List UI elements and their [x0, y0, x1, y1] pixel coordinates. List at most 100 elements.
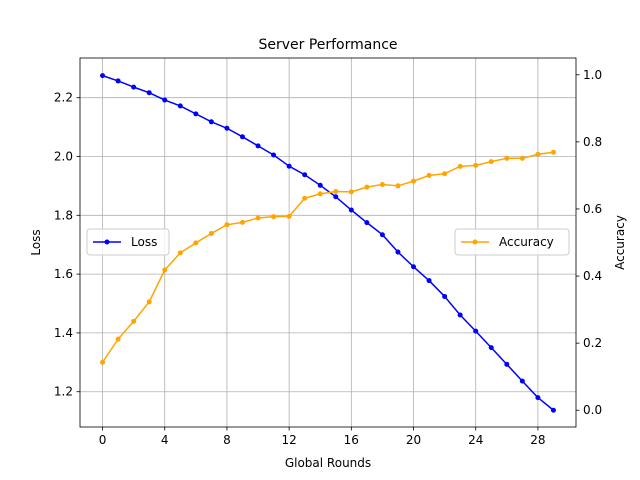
left-y-tick-label: 1.6: [54, 267, 73, 281]
left-y-tick-label: 1.2: [54, 385, 73, 399]
loss-data-point: [411, 264, 417, 270]
legend-accuracy-marker: [472, 239, 478, 245]
accuracy-data-point: [193, 240, 199, 246]
loss-data-point: [379, 232, 385, 238]
x-tick-label: 8: [223, 433, 231, 447]
loss-data-point: [519, 378, 525, 384]
loss-data-point: [224, 125, 230, 131]
accuracy-data-point: [348, 189, 354, 195]
left-y-tick-label: 2.2: [54, 91, 73, 105]
loss-data-point: [395, 249, 401, 255]
legend-accuracy-label: Accuracy: [499, 235, 554, 249]
loss-data-point: [131, 84, 137, 90]
accuracy-data-point: [255, 215, 261, 221]
accuracy-series-line: [101, 151, 554, 363]
accuracy-data-point: [364, 184, 370, 190]
loss-data-point: [193, 111, 199, 117]
accuracy-data-point: [271, 214, 277, 220]
legend-accuracy-frame: [454, 228, 570, 256]
x-tick-label: 24: [468, 433, 483, 447]
accuracy-data-point: [457, 163, 463, 169]
accuracy-data-point: [100, 359, 106, 365]
right-y-tick-label: 0.2: [583, 336, 602, 350]
accuracy-data-point: [442, 171, 448, 177]
accuracy-data-point: [162, 267, 168, 273]
accuracy-data-point: [411, 178, 417, 184]
accuracy-data-point: [239, 219, 245, 225]
accuracy-data-point: [286, 213, 292, 219]
loss-data-point: [426, 278, 432, 284]
accuracy-data-point: [488, 159, 494, 165]
left-y-axis-label: Loss: [29, 229, 43, 255]
plot-frame: [79, 57, 577, 428]
accuracy-data-point: [302, 195, 308, 201]
right-y-axis-ticks: 0.0 0.2 0.4 0.6 0.8 1.0: [576, 68, 602, 417]
loss-data-point: [550, 407, 556, 413]
loss-data-point: [364, 220, 370, 226]
x-axis-ticks: 0 4 8 12 16 20 24 28: [99, 427, 546, 447]
accuracy-data-point: [395, 183, 401, 189]
loss-series-line: [102, 74, 554, 411]
right-y-tick-label: 1.0: [583, 68, 602, 82]
accuracy-data-point: [519, 155, 525, 161]
right-y-axis-label: Accuracy: [613, 215, 627, 270]
legend-loss: Loss: [86, 228, 170, 256]
loss-data-point: [286, 163, 292, 169]
left-y-tick-label: 2.0: [54, 149, 73, 163]
accuracy-data-point: [473, 162, 479, 168]
accuracy-data-point: [224, 222, 230, 228]
loss-data-point: [208, 119, 214, 125]
loss-data-point: [457, 312, 463, 318]
loss-data-point: [177, 103, 183, 109]
x-tick-label: 16: [344, 433, 359, 447]
loss-data-point: [100, 73, 106, 79]
accuracy-data-point: [131, 318, 137, 324]
loss-data-point: [162, 97, 168, 103]
accuracy-data-point: [333, 189, 339, 195]
loss-data-point: [146, 90, 152, 96]
legend-accuracy: Accuracy: [454, 228, 570, 256]
x-tick-label: 12: [281, 433, 296, 447]
right-y-tick-label: 0.6: [583, 202, 602, 216]
accuracy-data-point: [208, 230, 214, 236]
x-tick-label: 28: [530, 433, 545, 447]
loss-data-point: [317, 182, 323, 188]
grid-lines: [80, 58, 576, 427]
right-y-tick-label: 0.4: [583, 269, 602, 283]
loss-data-point: [333, 194, 339, 200]
accuracy-data-point: [504, 155, 510, 161]
chart-title: Server Performance: [258, 37, 397, 53]
left-y-tick-label: 1.4: [54, 326, 73, 340]
accuracy-data-point: [535, 151, 541, 157]
loss-data-point: [442, 293, 448, 299]
left-y-axis-ticks: 1.2 1.4 1.6 1.8 2.0 2.2: [54, 91, 80, 399]
loss-data-point: [504, 361, 510, 367]
loss-data-point: [115, 78, 121, 84]
legend-loss-marker: [104, 239, 110, 245]
loss-data-point: [348, 207, 354, 213]
loss-data-point: [271, 152, 277, 158]
loss-data-point: [535, 395, 541, 401]
legend-loss-label: Loss: [131, 235, 157, 249]
accuracy-data-point: [426, 172, 432, 178]
loss-data-point: [488, 345, 494, 351]
x-tick-label: 4: [161, 433, 169, 447]
accuracy-data-point: [177, 250, 183, 256]
loss-data-point: [473, 328, 479, 334]
accuracy-data-point: [550, 149, 556, 155]
left-y-tick-label: 1.8: [54, 208, 73, 222]
x-tick-label: 0: [99, 433, 107, 447]
right-y-tick-label: 0.8: [583, 135, 602, 149]
loss-data-point: [302, 172, 308, 178]
accuracy-data-point: [115, 336, 121, 342]
loss-data-point: [239, 134, 245, 140]
accuracy-data-point: [379, 181, 385, 187]
accuracy-data-point: [317, 191, 323, 197]
x-axis-label: Global Rounds: [285, 456, 371, 470]
right-y-tick-label: 0.0: [583, 403, 602, 417]
series-lines: [101, 74, 554, 411]
accuracy-data-point: [146, 299, 152, 305]
series-markers: [100, 73, 556, 413]
legend-loss-frame: [86, 228, 170, 256]
